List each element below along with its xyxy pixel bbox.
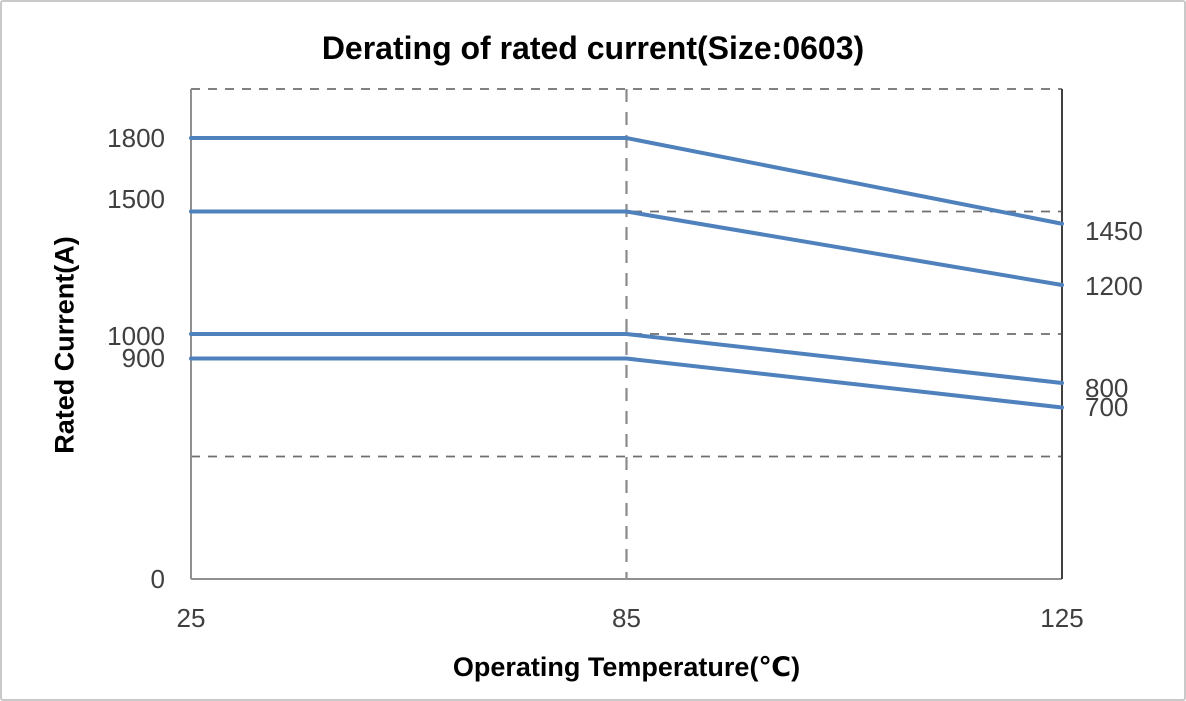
series-line-1800 bbox=[189, 136, 1064, 226]
end-label-800: 800 bbox=[1085, 373, 1129, 403]
y-tick-1800: 1800 bbox=[107, 123, 165, 153]
x-axis-title: Operating Temperature(℃) bbox=[452, 652, 801, 682]
series-line-1000 bbox=[189, 332, 1064, 385]
x-tick-25: 25 bbox=[176, 603, 206, 633]
end-label-1450: 1450 bbox=[1085, 215, 1143, 246]
y-tick-1500: 1500 bbox=[107, 183, 165, 214]
series-line-1500 bbox=[189, 209, 1064, 287]
end-label-1200: 1200 bbox=[1085, 271, 1143, 301]
y-axis-tick-labels: 1800 1500 1000 900 0 bbox=[2, 2, 165, 699]
x-axis-tick-labels: 25 85 125 bbox=[2, 603, 1184, 639]
x-tick-85: 85 bbox=[612, 603, 641, 633]
x-tick-125: 125 bbox=[1040, 603, 1084, 633]
end-label-700: 700 bbox=[1085, 391, 1129, 422]
y-tick-1000: 1000 bbox=[107, 321, 165, 351]
series-line-900 bbox=[189, 356, 1064, 410]
y-tick-900: 900 bbox=[121, 342, 165, 373]
series-end-value-labels: 1450 1200 800 700 bbox=[1085, 2, 1184, 699]
chart-title: Derating of rated current(Size:0603) bbox=[321, 30, 865, 66]
y-tick-0: 0 bbox=[150, 564, 165, 594]
